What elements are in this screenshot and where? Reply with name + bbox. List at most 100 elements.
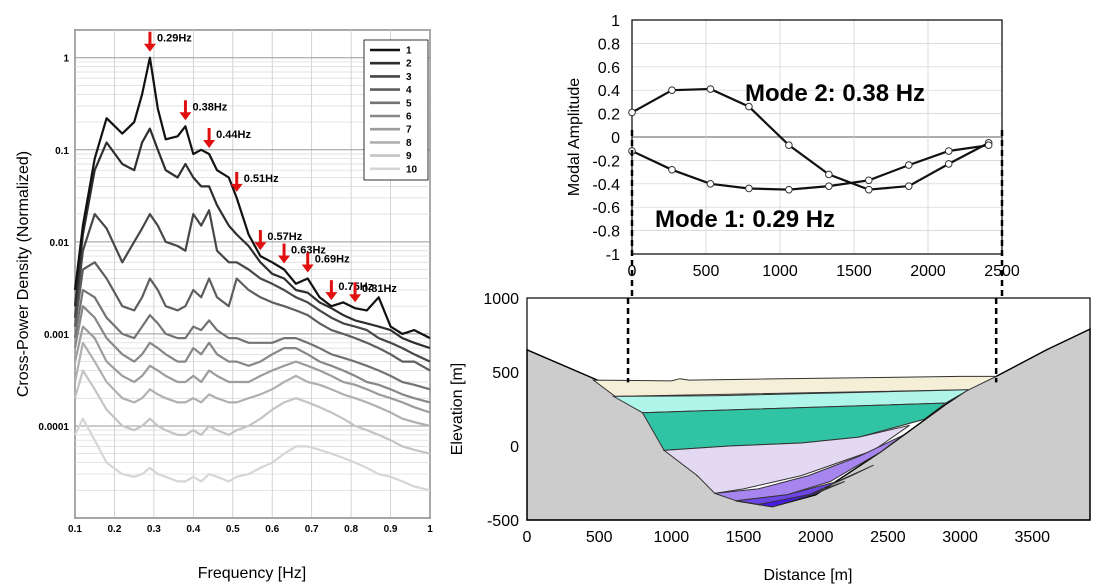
left-x-tick: 0.1 [68, 524, 82, 535]
mode-2-label: Mode 2: 0.38 Hz [745, 80, 925, 107]
section-y-tick: 1000 [483, 291, 519, 308]
left-x-tick: 0.4 [186, 524, 200, 535]
mode-point [825, 182, 833, 190]
left-y-tick: 0.001 [44, 330, 69, 341]
mode-point [865, 185, 873, 194]
mode-point [745, 184, 753, 193]
mode-x-tick: 1000 [762, 263, 798, 280]
left-y-axis-label: Cross-Power Density (Normalized) [15, 151, 32, 397]
cross-section-chart: 0 500 1000 1500 2000 2500 3000 3500-50005001000… [449, 130, 1091, 584]
peak-label: 0.57Hz [267, 231, 302, 243]
left-x-tick: 0.5 [226, 524, 240, 535]
mode-y-tick: -0.2 [592, 153, 620, 170]
section-y-axis-label: Elevation [m] [449, 363, 466, 455]
mode-tick-labels: -1-0.8-0.6-0.4-0.200.20.40.60.8105001000… [592, 13, 1019, 280]
mode-y-tick: -1 [606, 247, 620, 264]
left-y-tick: 1 [63, 54, 69, 65]
peak-arrow-head [349, 294, 362, 303]
mode-y-tick: 0 [611, 130, 620, 147]
mode-y-tick: 0.2 [598, 107, 620, 124]
left-x-tick: 0.9 [384, 524, 398, 535]
left-x-axis-label: Frequency [Hz] [198, 565, 306, 582]
section-plot-frame [526, 297, 1091, 521]
series-line-4 [73, 261, 431, 372]
left-y-tick: 0.0001 [38, 422, 69, 433]
section-x-tick: 2500 [870, 529, 906, 546]
mode-line-2 [631, 87, 990, 191]
peak-arrow-head [278, 255, 291, 264]
left-x-tick: 0.2 [107, 524, 121, 535]
mode-point [785, 141, 793, 149]
mode-y-tick: -0.8 [592, 224, 620, 241]
mode-point [904, 182, 913, 190]
legend-label-4: 4 [406, 85, 412, 96]
mode-point [628, 108, 636, 117]
section-x-tick: 3500 [1014, 529, 1050, 546]
peak-arrow-head [254, 242, 267, 251]
mode-x-tick: 2000 [910, 263, 946, 280]
peak-arrow-head [301, 264, 314, 273]
mode-y-axis-label: Modal Amplitude [566, 78, 583, 196]
section-x-tick: 1500 [726, 529, 762, 546]
legend-label-9: 9 [406, 151, 412, 162]
mode-y-tick: -0.4 [592, 177, 620, 194]
mode-point [668, 165, 676, 174]
peak-label: 0.63Hz [291, 245, 326, 257]
section-y-tick: -500 [487, 513, 519, 530]
peak-arrow-head [230, 183, 243, 192]
peak-arrow-head [179, 112, 192, 121]
layer-7 [757, 481, 845, 508]
mode-y-tick: 0.6 [598, 60, 620, 77]
legend-label-6: 6 [406, 112, 412, 123]
peak-label: 0.38Hz [192, 101, 227, 113]
series-line-9 [73, 369, 431, 455]
section-x-tick: 1000 [654, 529, 690, 546]
legend-label-10: 10 [406, 164, 418, 175]
mode-series-lines [628, 85, 993, 194]
mode-y-tick: -0.6 [592, 200, 620, 217]
mode-point [904, 161, 913, 169]
section-x-tick: 0 [523, 529, 532, 546]
series-line-8 [73, 341, 431, 427]
cross-power-density-chart: 0.1 0.2 0.3 0.4 0.5 0.6 0.7 0.8 0.9 1 0.0001 0.001 0… [15, 29, 433, 582]
mode-point [944, 147, 953, 155]
peak-label: 0.29Hz [157, 33, 192, 45]
mode-y-tick: 1 [611, 13, 620, 30]
left-x-tick: 0.7 [305, 524, 319, 535]
legend-box [363, 39, 429, 181]
series-line-6 [73, 305, 431, 404]
mode-point [944, 160, 953, 168]
legend-label-2: 2 [406, 59, 412, 70]
section-y-tick: 0 [510, 439, 519, 456]
series-line-5 [73, 288, 431, 391]
section-y-tick: 500 [492, 365, 519, 382]
legend-label-8: 8 [406, 138, 412, 149]
mode-1-label: Mode 1: 0.29 Hz [655, 206, 835, 233]
mode-point [785, 185, 793, 194]
legend-label-3: 3 [406, 72, 412, 83]
left-x-tick: 0.8 [344, 524, 358, 535]
peak-arrow-head [143, 43, 156, 52]
legend: 1 2 3 4 5 6 7 8 9 10 [363, 39, 429, 181]
mode-point [706, 85, 715, 93]
series-line-10 [74, 417, 431, 492]
left-y-tick: 0.01 [50, 238, 70, 249]
mode-point [706, 180, 715, 188]
dashed-link-lines [626, 130, 1004, 383]
mode-plot-frame [631, 19, 1003, 255]
mode-y-tick: 0.8 [598, 36, 620, 53]
legend-label-1: 1 [406, 46, 412, 57]
peak-label: 0.81Hz [362, 283, 397, 295]
legend-label-7: 7 [406, 125, 412, 136]
peak-label: 0.44Hz [216, 129, 251, 141]
mode-point [668, 86, 676, 94]
section-x-tick: 2000 [798, 529, 834, 546]
peak-markers: 0.29Hz 0.38Hz 0.44Hz 0.51Hz 0.57Hz 0.63Hz0.69… [143, 31, 397, 303]
peak-label: 0.51Hz [244, 173, 279, 185]
mode-point [825, 170, 833, 179]
series-line-3 [73, 209, 431, 363]
layer-1 [591, 375, 997, 397]
peak-label: 0.69Hz [315, 253, 350, 265]
